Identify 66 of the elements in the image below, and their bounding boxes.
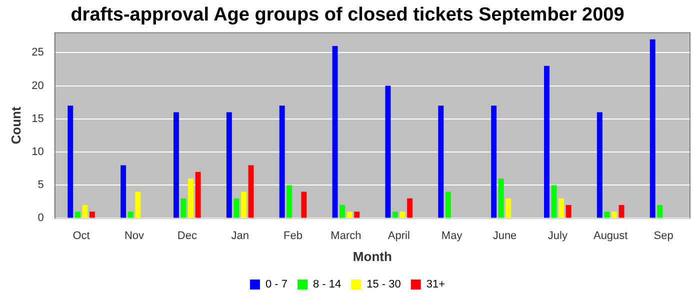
bar bbox=[89, 212, 95, 218]
bar bbox=[188, 178, 194, 218]
bar bbox=[241, 192, 246, 218]
bar bbox=[491, 106, 497, 218]
bar bbox=[174, 112, 179, 218]
bar bbox=[332, 46, 338, 218]
bar bbox=[618, 204, 624, 218]
x-tick-label: Sep bbox=[654, 230, 674, 242]
legend-label: 15 - 30 bbox=[366, 278, 401, 291]
bar bbox=[301, 192, 307, 218]
y-tick-label: 25 bbox=[32, 46, 44, 59]
bar bbox=[248, 165, 254, 218]
x-tick-label: June bbox=[492, 230, 517, 242]
bar bbox=[340, 204, 346, 218]
bar bbox=[385, 86, 391, 218]
bar bbox=[544, 66, 550, 218]
bar bbox=[604, 212, 610, 218]
bar bbox=[226, 112, 232, 218]
bar bbox=[120, 165, 126, 218]
bar bbox=[438, 106, 444, 218]
bar bbox=[612, 212, 617, 218]
bar bbox=[498, 178, 504, 218]
y-tick-label: 0 bbox=[38, 212, 44, 224]
bar bbox=[407, 198, 413, 218]
y-tick-label: 15 bbox=[32, 112, 44, 125]
bar bbox=[445, 192, 451, 218]
bar bbox=[180, 198, 186, 218]
bar bbox=[558, 198, 564, 218]
bar bbox=[551, 185, 557, 218]
bar bbox=[657, 204, 663, 218]
x-axis-title: Month bbox=[352, 248, 392, 264]
bar bbox=[74, 212, 80, 218]
legend-label: 31+ bbox=[426, 278, 446, 291]
bar bbox=[279, 106, 285, 218]
x-tick-label: July bbox=[548, 230, 568, 242]
bar bbox=[566, 204, 572, 218]
bar bbox=[650, 39, 656, 218]
bar bbox=[346, 212, 352, 218]
x-tick-label: Jan bbox=[231, 230, 249, 242]
x-tick-label: April bbox=[388, 230, 410, 242]
x-tick-label: March bbox=[330, 230, 362, 242]
x-tick-label: Dec bbox=[177, 230, 198, 242]
x-tick-label: Feb bbox=[284, 230, 303, 242]
bar bbox=[400, 212, 406, 218]
bar bbox=[354, 212, 360, 218]
bar bbox=[82, 204, 88, 218]
bar bbox=[128, 212, 134, 218]
x-tick-label: Nov bbox=[124, 230, 145, 242]
bar bbox=[506, 198, 512, 218]
legend-label: 8 - 14 bbox=[312, 278, 342, 291]
y-tick-label: 10 bbox=[32, 146, 44, 158]
y-axis-title: Count bbox=[8, 106, 24, 144]
y-tick-label: 5 bbox=[38, 179, 44, 192]
bar bbox=[596, 112, 602, 218]
legend-label: 0 - 7 bbox=[265, 278, 288, 291]
bar bbox=[234, 198, 240, 218]
bar bbox=[392, 212, 398, 218]
x-tick-label: Oct bbox=[72, 230, 90, 242]
y-tick-label: 20 bbox=[32, 80, 44, 92]
x-tick-label: August bbox=[593, 230, 628, 242]
x-tick-label: May bbox=[441, 230, 463, 242]
bar bbox=[135, 192, 141, 218]
chart-title: drafts-approval Age groups of closed tickets September 2009 bbox=[70, 4, 624, 26]
bar bbox=[286, 185, 292, 218]
bar bbox=[195, 172, 201, 218]
bar bbox=[68, 106, 74, 218]
